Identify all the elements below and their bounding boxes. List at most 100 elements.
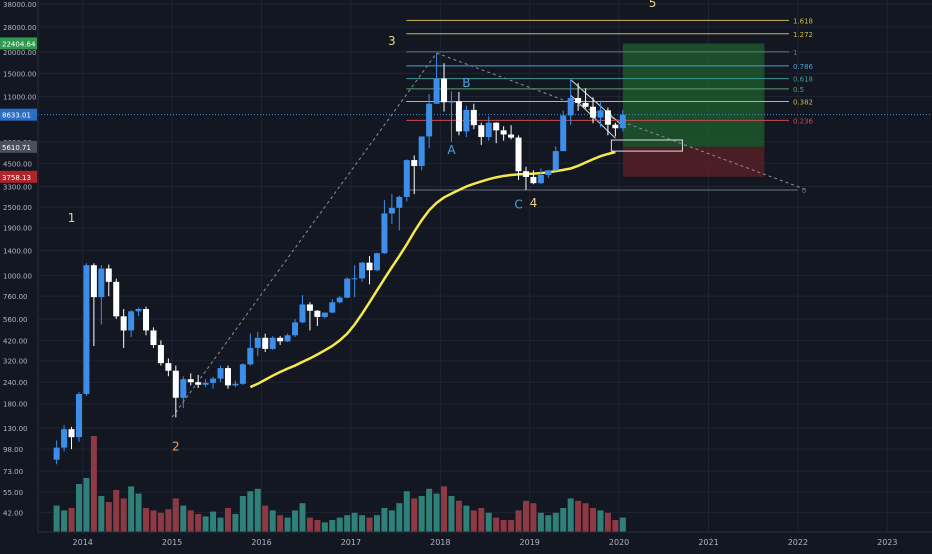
candle-body: [98, 268, 105, 298]
volume-bar: [448, 496, 455, 532]
candle-body: [485, 122, 492, 138]
candle-body: [165, 363, 172, 371]
wave-label: B: [462, 76, 470, 90]
candle-body: [426, 103, 433, 137]
volume-bar: [575, 500, 582, 532]
wave-label: 2: [172, 440, 180, 454]
candle-body: [306, 304, 313, 311]
wave-label: 1: [68, 211, 76, 225]
volume-bar: [388, 510, 395, 532]
x-tick-label: 2023: [877, 538, 897, 547]
volume-bar: [500, 520, 507, 532]
candle-body: [366, 262, 373, 271]
candle-body: [210, 378, 217, 383]
candle-body: [441, 78, 448, 103]
candle-body: [277, 337, 284, 342]
y-tick-label: 2500.00: [3, 204, 32, 212]
volume-bar: [508, 520, 515, 532]
y-tick-label: 98.00: [3, 446, 23, 454]
time-axis[interactable]: 2014 2015 2016 2017 2018 2019 2020 2021 2022 2023: [38, 531, 932, 547]
y-tick-label: 20000.00: [3, 49, 36, 57]
volume-bar: [604, 512, 611, 532]
x-tick-label: 2016: [251, 538, 271, 547]
volume-bar: [172, 498, 179, 532]
volume-bar: [537, 512, 544, 532]
volume-bar: [239, 496, 246, 532]
fib-retracement: 1.618 1.272 1 0.786 0.618 0.5 0.382 0.236 0: [406, 17, 814, 195]
candle-body: [560, 115, 567, 152]
volume-bar: [396, 503, 403, 532]
volume-bar: [105, 502, 112, 532]
candle-body: [448, 101, 455, 103]
volume-bar: [530, 503, 537, 532]
price-badge: [0, 170, 37, 183]
volume-bar: [165, 509, 172, 532]
candle-body: [567, 97, 574, 116]
price-badge-label: 22404.64: [2, 40, 36, 48]
volume-bar: [157, 512, 164, 532]
candle-body: [336, 297, 343, 303]
candle-body: [388, 207, 395, 214]
volume-bar: [187, 510, 194, 532]
candle-body: [254, 337, 261, 348]
price-axis[interactable]: 38000.00 28000.00 20000.00 15000.00 11000.00…: [3, 0, 39, 532]
y-tick-label: 1900.00: [3, 225, 32, 233]
moving-average-line: [249, 150, 616, 389]
volume-bar: [75, 484, 82, 532]
volume-bar: [381, 508, 388, 532]
candle-body: [597, 110, 604, 118]
y-tick-label: 420.00: [3, 337, 28, 345]
volume-bar: [128, 486, 135, 532]
candle-body: [269, 337, 276, 349]
y-tick-label: 1400.00: [3, 248, 32, 256]
volume-bar: [515, 510, 522, 532]
candle-body: [396, 196, 403, 208]
volume-bar: [336, 517, 343, 532]
entry-box: [610, 139, 683, 152]
fib-level-label: 0.382: [793, 98, 813, 106]
price-badge: [0, 108, 37, 121]
y-tick-label: 180.00: [3, 401, 28, 409]
volume-bar: [545, 515, 552, 532]
grid: [38, 0, 932, 532]
candle-body: [433, 78, 440, 104]
volume-bar: [150, 510, 157, 532]
volume-bar: [441, 486, 448, 532]
price-badge: [0, 37, 37, 50]
volume-bar: [426, 488, 433, 532]
volume-bar: [299, 503, 306, 532]
y-tick-label: 560.00: [3, 316, 28, 324]
candle-body: [552, 151, 559, 171]
wave-labels: 1 2 3 4 5 A B C: [68, 0, 657, 454]
candle-body: [68, 429, 75, 438]
price-badges: 22404.64 8633.01 5610.71 3758.13: [0, 37, 37, 183]
wave-label: C: [514, 198, 522, 212]
price-badge: [0, 140, 37, 153]
y-tick-label: 73.00: [3, 468, 23, 476]
volume-bar: [68, 508, 75, 532]
candle-body: [150, 330, 157, 346]
volume-bar: [217, 517, 224, 532]
volume-bar: [493, 517, 500, 532]
volume-bar: [373, 515, 380, 532]
x-tick-label: 2018: [430, 538, 450, 547]
wave-label: 5: [649, 0, 657, 10]
x-tick-label: 2017: [341, 538, 361, 547]
candle-body: [329, 302, 336, 313]
y-tick-label: 15000.00: [3, 70, 36, 78]
volume-bar: [269, 510, 276, 532]
volume-bar: [463, 505, 470, 532]
volume-bar: [90, 436, 97, 532]
volume-bar: [53, 505, 60, 532]
candle-body: [575, 97, 582, 103]
volume-bar: [418, 496, 425, 532]
candle-body: [373, 253, 380, 271]
fib-level-label: 1.618: [793, 17, 813, 25]
candle-body: [612, 124, 619, 129]
wave-label: A: [447, 143, 456, 157]
moving-average: [249, 150, 616, 389]
candle-body: [83, 265, 90, 394]
candle-body: [61, 429, 68, 448]
candle-body: [590, 106, 597, 118]
